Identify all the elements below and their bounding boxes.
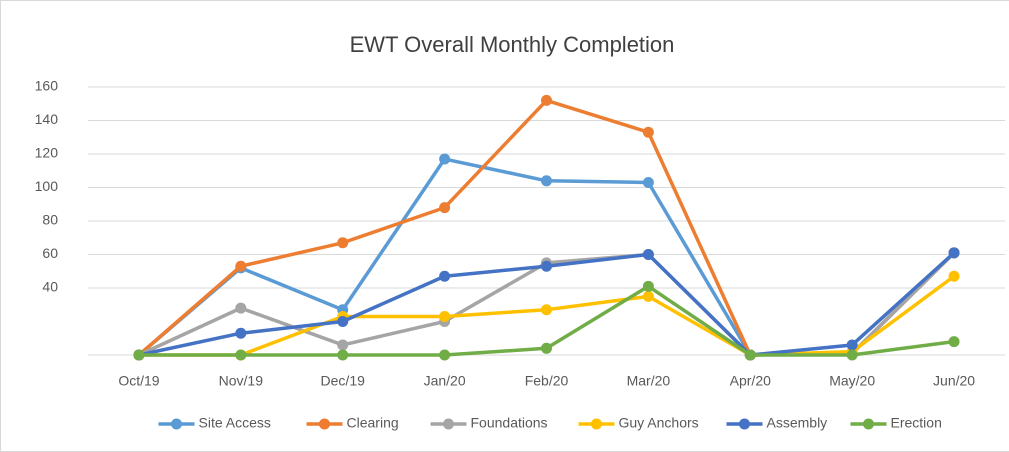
data-point: [337, 316, 349, 327]
data-point: [439, 270, 451, 282]
data-point: [948, 270, 960, 282]
data-point: [439, 202, 451, 214]
y-tick-label: 80: [42, 212, 58, 228]
data-point: [235, 327, 247, 339]
data-point: [642, 280, 654, 292]
legend-marker: [863, 418, 874, 430]
y-tick-label: 120: [35, 145, 59, 161]
data-point: [642, 126, 654, 138]
data-point: [541, 175, 552, 187]
data-point: [642, 249, 654, 260]
x-tick-label: Feb/20: [525, 373, 569, 389]
y-tick-label: 100: [35, 178, 59, 194]
chart-title: EWT Overall Monthly Completion: [350, 32, 675, 57]
x-tick-label: Apr/20: [730, 373, 771, 389]
y-tick-label: 140: [35, 111, 59, 127]
data-point: [235, 302, 247, 314]
legend-label: Foundations: [471, 415, 548, 431]
legend-label: Assembly: [767, 415, 828, 431]
data-point: [642, 176, 654, 188]
legend-label: Erection: [891, 415, 942, 431]
x-tick-label: May/20: [829, 373, 875, 389]
legend-marker: [319, 418, 330, 430]
data-point: [337, 237, 349, 249]
legend-marker: [171, 418, 182, 430]
legend-label: Clearing: [347, 415, 399, 431]
data-point: [846, 349, 858, 361]
data-point: [439, 153, 451, 165]
legend-label: Guy Anchors: [619, 415, 699, 431]
legend-label: Site Access: [199, 415, 271, 431]
y-tick-label: 60: [42, 245, 58, 261]
data-point: [846, 339, 858, 351]
data-point: [541, 260, 552, 272]
data-point: [541, 94, 552, 106]
data-point: [235, 349, 247, 361]
data-point: [439, 349, 451, 361]
data-point: [541, 304, 552, 316]
legend-marker: [739, 418, 750, 430]
data-point: [744, 349, 756, 361]
x-tick-label: Nov/19: [219, 373, 264, 389]
data-point: [337, 339, 349, 351]
data-point: [235, 260, 247, 272]
x-tick-label: Jan/20: [424, 373, 466, 389]
x-tick-label: Jun/20: [933, 373, 975, 389]
x-tick-label: Oct/19: [118, 373, 159, 389]
data-point: [439, 310, 451, 322]
data-point: [541, 342, 552, 354]
data-point: [133, 349, 145, 361]
data-point: [948, 247, 960, 259]
x-tick-label: Mar/20: [627, 373, 671, 389]
x-tick-label: Dec/19: [321, 373, 366, 389]
data-point: [337, 349, 349, 361]
y-tick-label: 160: [35, 78, 59, 94]
data-point: [642, 290, 654, 302]
data-point: [948, 336, 960, 348]
legend-marker: [591, 418, 602, 430]
legend-marker: [443, 418, 454, 430]
y-tick-label: 40: [42, 279, 58, 295]
